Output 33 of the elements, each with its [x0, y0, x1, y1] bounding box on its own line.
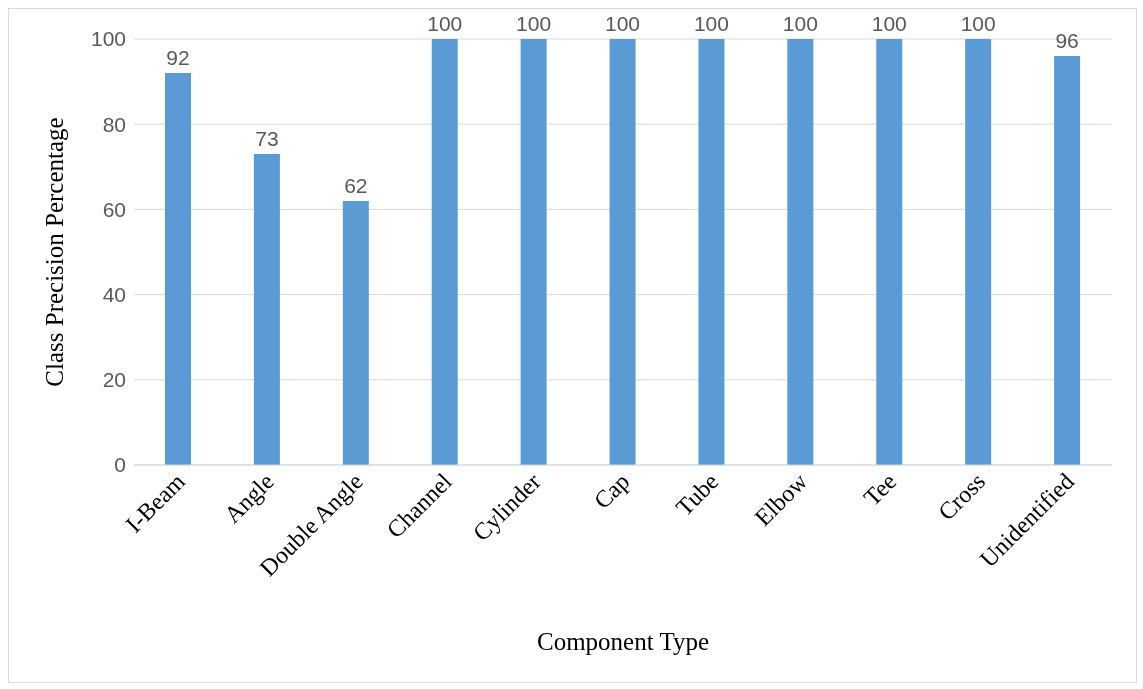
- y-tick-label: 100: [90, 27, 126, 51]
- data-label: 92: [166, 46, 190, 70]
- data-label: 73: [255, 127, 279, 151]
- data-label: 100: [516, 12, 552, 35]
- data-label: 100: [960, 12, 996, 35]
- x-tick-label: Tube: [670, 468, 724, 521]
- bar: [698, 39, 725, 465]
- x-tick-label: Cap: [588, 468, 635, 514]
- bar: [965, 39, 992, 465]
- y-tick-label: 40: [102, 283, 126, 307]
- x-tick-label: Tee: [858, 468, 902, 511]
- data-label: 100: [782, 12, 818, 35]
- data-label: 62: [344, 173, 368, 197]
- bar: [253, 154, 280, 465]
- bar: [1054, 56, 1081, 465]
- y-tick-label: 80: [102, 112, 126, 136]
- data-label: 100: [693, 12, 729, 35]
- x-axis-title: Component Type: [536, 628, 710, 655]
- data-label: 96: [1055, 29, 1079, 53]
- bar: [342, 200, 369, 465]
- data-label: 100: [427, 12, 463, 35]
- y-tick-label: 0: [114, 453, 126, 477]
- bar: [876, 39, 903, 465]
- bar: [609, 39, 636, 465]
- y-tick-label: 20: [102, 368, 126, 392]
- data-label: 100: [871, 12, 907, 35]
- data-label: 100: [605, 12, 641, 35]
- bar: [520, 39, 547, 465]
- bar: [787, 39, 814, 465]
- bar: [165, 73, 191, 465]
- y-tick-label: 60: [102, 197, 126, 221]
- y-axis-title: Class Precision Percentage: [40, 117, 68, 387]
- bar: [431, 39, 458, 465]
